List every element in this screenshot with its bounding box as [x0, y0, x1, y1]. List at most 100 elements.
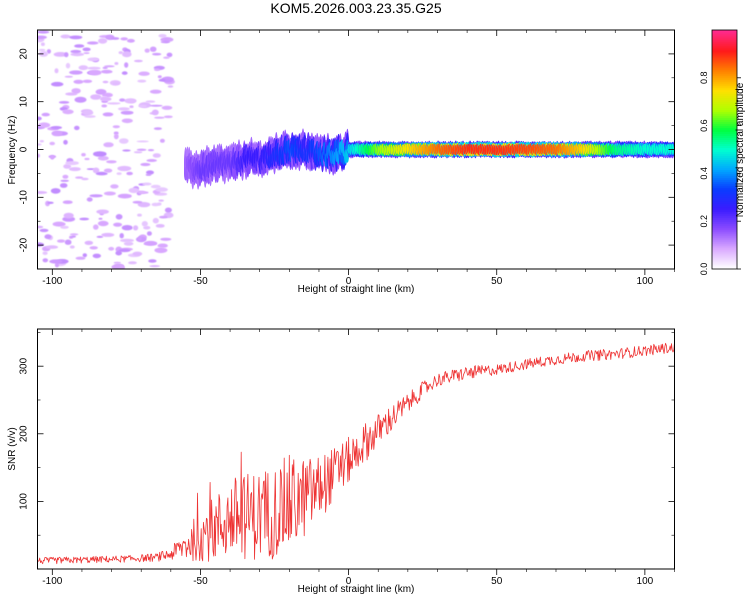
noise-blob [102, 66, 108, 69]
noise-blob [140, 162, 151, 167]
noise-blob [92, 253, 102, 259]
colorbar-stripe [712, 67, 737, 71]
snr-ticks: -100 -50 0 50 100 100 200 300 [19, 329, 675, 587]
noise-blob [137, 213, 142, 217]
noise-blob [50, 188, 61, 194]
colorbar: 0.0 0.2 0.4 0.6 0.8 Normalized spectral ampl… [699, 29, 746, 275]
noise-blob [49, 141, 55, 146]
colorbar-stripe [712, 113, 737, 117]
colorbar-stripe [712, 83, 737, 87]
colorbar-stripe [712, 245, 737, 248]
noise-blob [167, 85, 174, 88]
spectrogram-x-label: Height of straight line (km) [298, 284, 415, 295]
noise-blob [158, 199, 164, 202]
noise-blob [69, 35, 83, 40]
colorbar-stripe [712, 129, 737, 133]
noise-blob [117, 193, 132, 199]
noise-blob [108, 246, 115, 251]
colorbar-stripe [712, 31, 737, 35]
colorbar-stripe [712, 77, 737, 81]
noise-blob [42, 251, 48, 255]
colorbar-stripe [712, 79, 737, 83]
colorbar-stripe [712, 35, 737, 39]
colorbar-tick-label: 0.6 [699, 119, 709, 132]
noise-blob [89, 246, 98, 250]
snr-y-label: SNR (v/v) [7, 427, 18, 470]
colorbar-stripe [712, 69, 737, 73]
colorbar-stripe [712, 169, 737, 172]
noise-blob [63, 212, 74, 219]
spectrogram-x-tick-label: 50 [491, 276, 503, 287]
noise-blob [73, 79, 84, 84]
colorbar-stripe [712, 115, 737, 119]
colorbar-stripe [712, 75, 737, 79]
snr-x-tick-label: 0 [346, 576, 352, 587]
noise-blob [142, 182, 152, 186]
noise-blob [128, 187, 140, 194]
noise-blob [62, 200, 73, 204]
colorbar-stripe [712, 217, 737, 220]
noise-blob [82, 47, 91, 52]
colorbar-stripe [712, 223, 737, 226]
colorbar-stripe [712, 87, 737, 91]
colorbar-label: Normalized spectral amplitude [735, 82, 746, 217]
colorbar-stripe [712, 193, 737, 196]
noise-blob [164, 79, 173, 83]
colorbar-stripe [712, 231, 737, 234]
colorbar-stripe [712, 89, 737, 93]
colorbar-stripe [712, 227, 737, 230]
colorbar-stripe [712, 111, 737, 115]
snr-panel: -100 -50 0 50 100 100 200 300 Height of straigh… [7, 328, 675, 595]
noise-blob [143, 225, 151, 230]
noise-blob [93, 224, 99, 230]
noise-blob [65, 161, 79, 166]
noise-blob [38, 48, 46, 52]
colorbar-stripe [712, 185, 737, 188]
noise-blob [102, 80, 109, 84]
colorbar-stripe [712, 91, 737, 95]
colorbar-stripe [712, 195, 737, 198]
noise-region [37, 30, 175, 269]
noise-blob [132, 200, 143, 204]
colorbar-stripe [712, 235, 737, 238]
noise-blob [95, 171, 108, 176]
colorbar-stripe [712, 101, 737, 105]
noise-blob [155, 187, 168, 192]
colorbar-stripe [712, 215, 737, 218]
colorbar-stripe [712, 213, 737, 216]
colorbar-stripe [712, 171, 737, 174]
noise-blob [116, 172, 122, 176]
noise-blob [82, 253, 88, 258]
noise-blob [46, 49, 52, 54]
noise-blob [70, 49, 82, 54]
noise-blob [64, 52, 69, 58]
spectrogram-y-tick-label: 10 [19, 96, 30, 108]
noise-blob [59, 183, 68, 188]
noise-blob [63, 139, 68, 145]
colorbar-stripe [712, 233, 737, 236]
noise-blob [132, 251, 143, 256]
noise-blob [62, 109, 74, 115]
colorbar-stripe [712, 197, 737, 200]
noise-blob [106, 160, 117, 164]
snr-y-tick-label: 200 [19, 425, 30, 442]
noise-blob [161, 105, 173, 110]
noise-blob [96, 235, 104, 238]
colorbar-stripe [712, 45, 737, 49]
noise-blob [78, 65, 89, 71]
noise-blob [39, 140, 44, 143]
noise-blob [47, 201, 54, 204]
noise-blob [113, 133, 119, 140]
noise-blob [75, 256, 86, 260]
noise-blob [117, 165, 132, 172]
noise-blob [138, 71, 150, 76]
snr-x-tick-label: -100 [42, 576, 62, 587]
noise-blob [153, 127, 162, 130]
noise-blob [113, 131, 119, 135]
colorbar-stripe [712, 99, 737, 103]
colorbar-stripe [712, 183, 737, 186]
colorbar-stripe [712, 243, 737, 246]
noise-blob [84, 115, 96, 118]
colorbar-stripe [712, 251, 737, 254]
